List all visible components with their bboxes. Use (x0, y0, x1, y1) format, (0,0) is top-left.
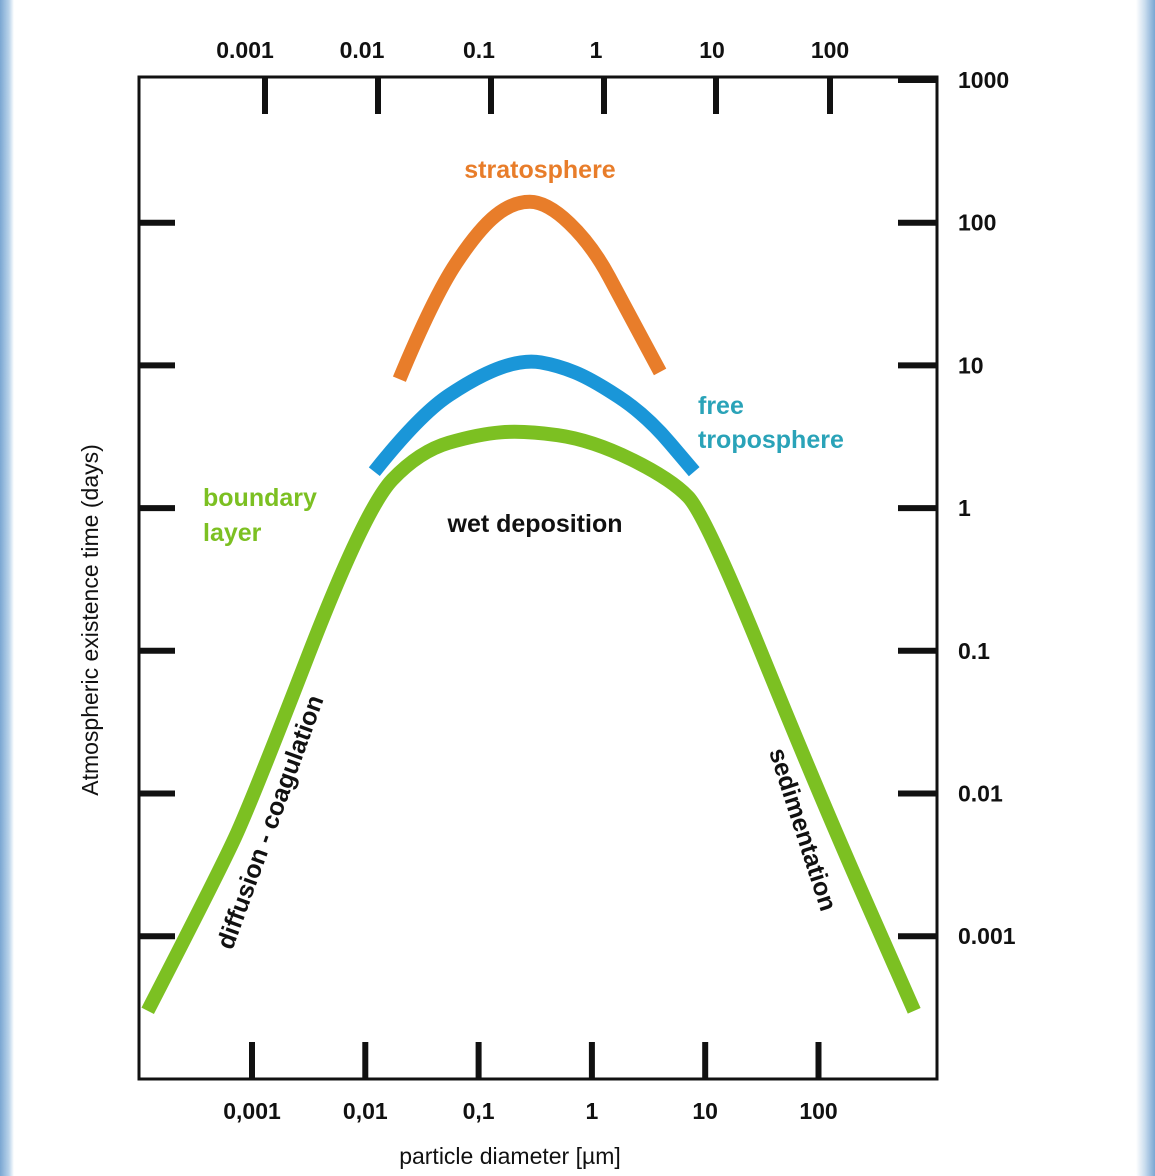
y-tick-label: 10 (958, 352, 984, 378)
x-top-tick-label: 10 (699, 37, 725, 63)
x-top-tick-label: 0.001 (216, 37, 274, 63)
x-tick-label: 0,1 (463, 1098, 495, 1124)
annotation-layer: layer (203, 519, 262, 547)
y-tick-label: 1000 (958, 67, 1009, 93)
y-tick-label: 0.1 (958, 638, 990, 664)
annotation-boundary: boundary (203, 484, 317, 512)
y-tick-label: 0.001 (958, 923, 1016, 949)
x-tick-label: 0,01 (343, 1098, 388, 1124)
x-top-tick-label: 100 (811, 37, 849, 63)
y-tick-label: 1 (958, 495, 971, 521)
x-top-tick-label: 1 (590, 37, 603, 63)
series-line-stratosphere (392, 194, 667, 382)
annotation-free: free (698, 392, 744, 420)
x-tick-label: 10 (692, 1098, 718, 1124)
x-top-tick-label: 0.1 (463, 37, 495, 63)
x-axis-title: particle diameter [µm] (399, 1143, 621, 1169)
annotation-wet-deposition: wet deposition (447, 510, 623, 538)
series-line-free-troposphere (368, 354, 700, 477)
annotation-troposphere: troposphere (698, 426, 844, 454)
x-tick-label: 0,001 (223, 1098, 281, 1124)
y-axis-title: Atmospheric existence time (days) (77, 444, 103, 796)
y-tick-label: 0.01 (958, 781, 1003, 807)
y-tick-label: 100 (958, 210, 996, 236)
series-line-boundary-layer (141, 424, 921, 1015)
annotation-stratosphere: stratosphere (464, 156, 616, 184)
x-tick-label: 100 (799, 1098, 837, 1124)
x-top-tick-label: 0.01 (340, 37, 385, 63)
plot-frame (137, 75, 939, 1081)
x-tick-label: 1 (586, 1098, 599, 1124)
